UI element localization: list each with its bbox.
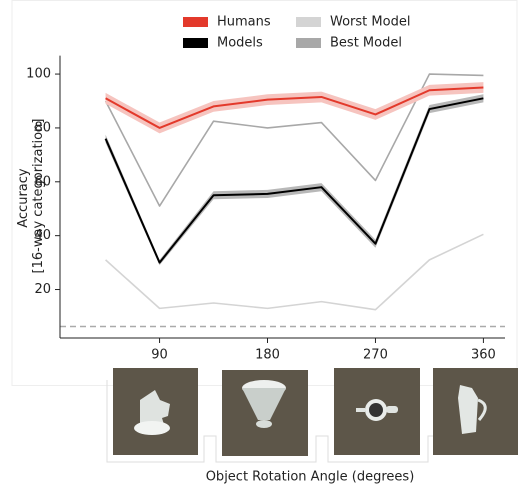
y-tick-label: 40	[34, 228, 51, 243]
legend-label: Best Model	[330, 36, 402, 51]
y-tick-label: 60	[34, 174, 51, 189]
legend-swatch	[296, 17, 321, 27]
y-axis-label-line: [16-way categorization]	[31, 119, 46, 274]
confidence-band	[106, 94, 484, 265]
y-tick-label: 20	[34, 282, 51, 297]
x-axis-label: Object Rotation Angle (degrees)	[206, 470, 415, 485]
y-tick-label: 100	[26, 67, 51, 82]
object-images	[107, 368, 518, 462]
x-tick-label: 270	[363, 348, 388, 363]
legend-swatch	[183, 38, 208, 48]
legend-label: Worst Model	[330, 15, 410, 30]
x-tick-label: 360	[471, 348, 496, 363]
x-tick-label: 180	[255, 348, 280, 363]
chart: Object Rotation Angle (degrees) Accuracy…	[0, 0, 518, 489]
y-axis-label-line: Accuracy	[16, 168, 31, 228]
series-line	[106, 234, 484, 309]
legend-swatch	[296, 38, 321, 48]
x-tick-label: 90	[151, 348, 168, 363]
image-panel	[222, 370, 308, 456]
legend-swatch	[183, 17, 208, 27]
y-axis-label: Accuracy [16-way categorization]	[16, 119, 46, 274]
legend-label: Humans	[217, 15, 271, 30]
image-panel	[433, 368, 518, 455]
y-tick-label: 80	[34, 120, 51, 135]
legend-label: Models	[217, 36, 263, 51]
image-panel	[334, 368, 420, 455]
image-panel	[113, 368, 198, 455]
